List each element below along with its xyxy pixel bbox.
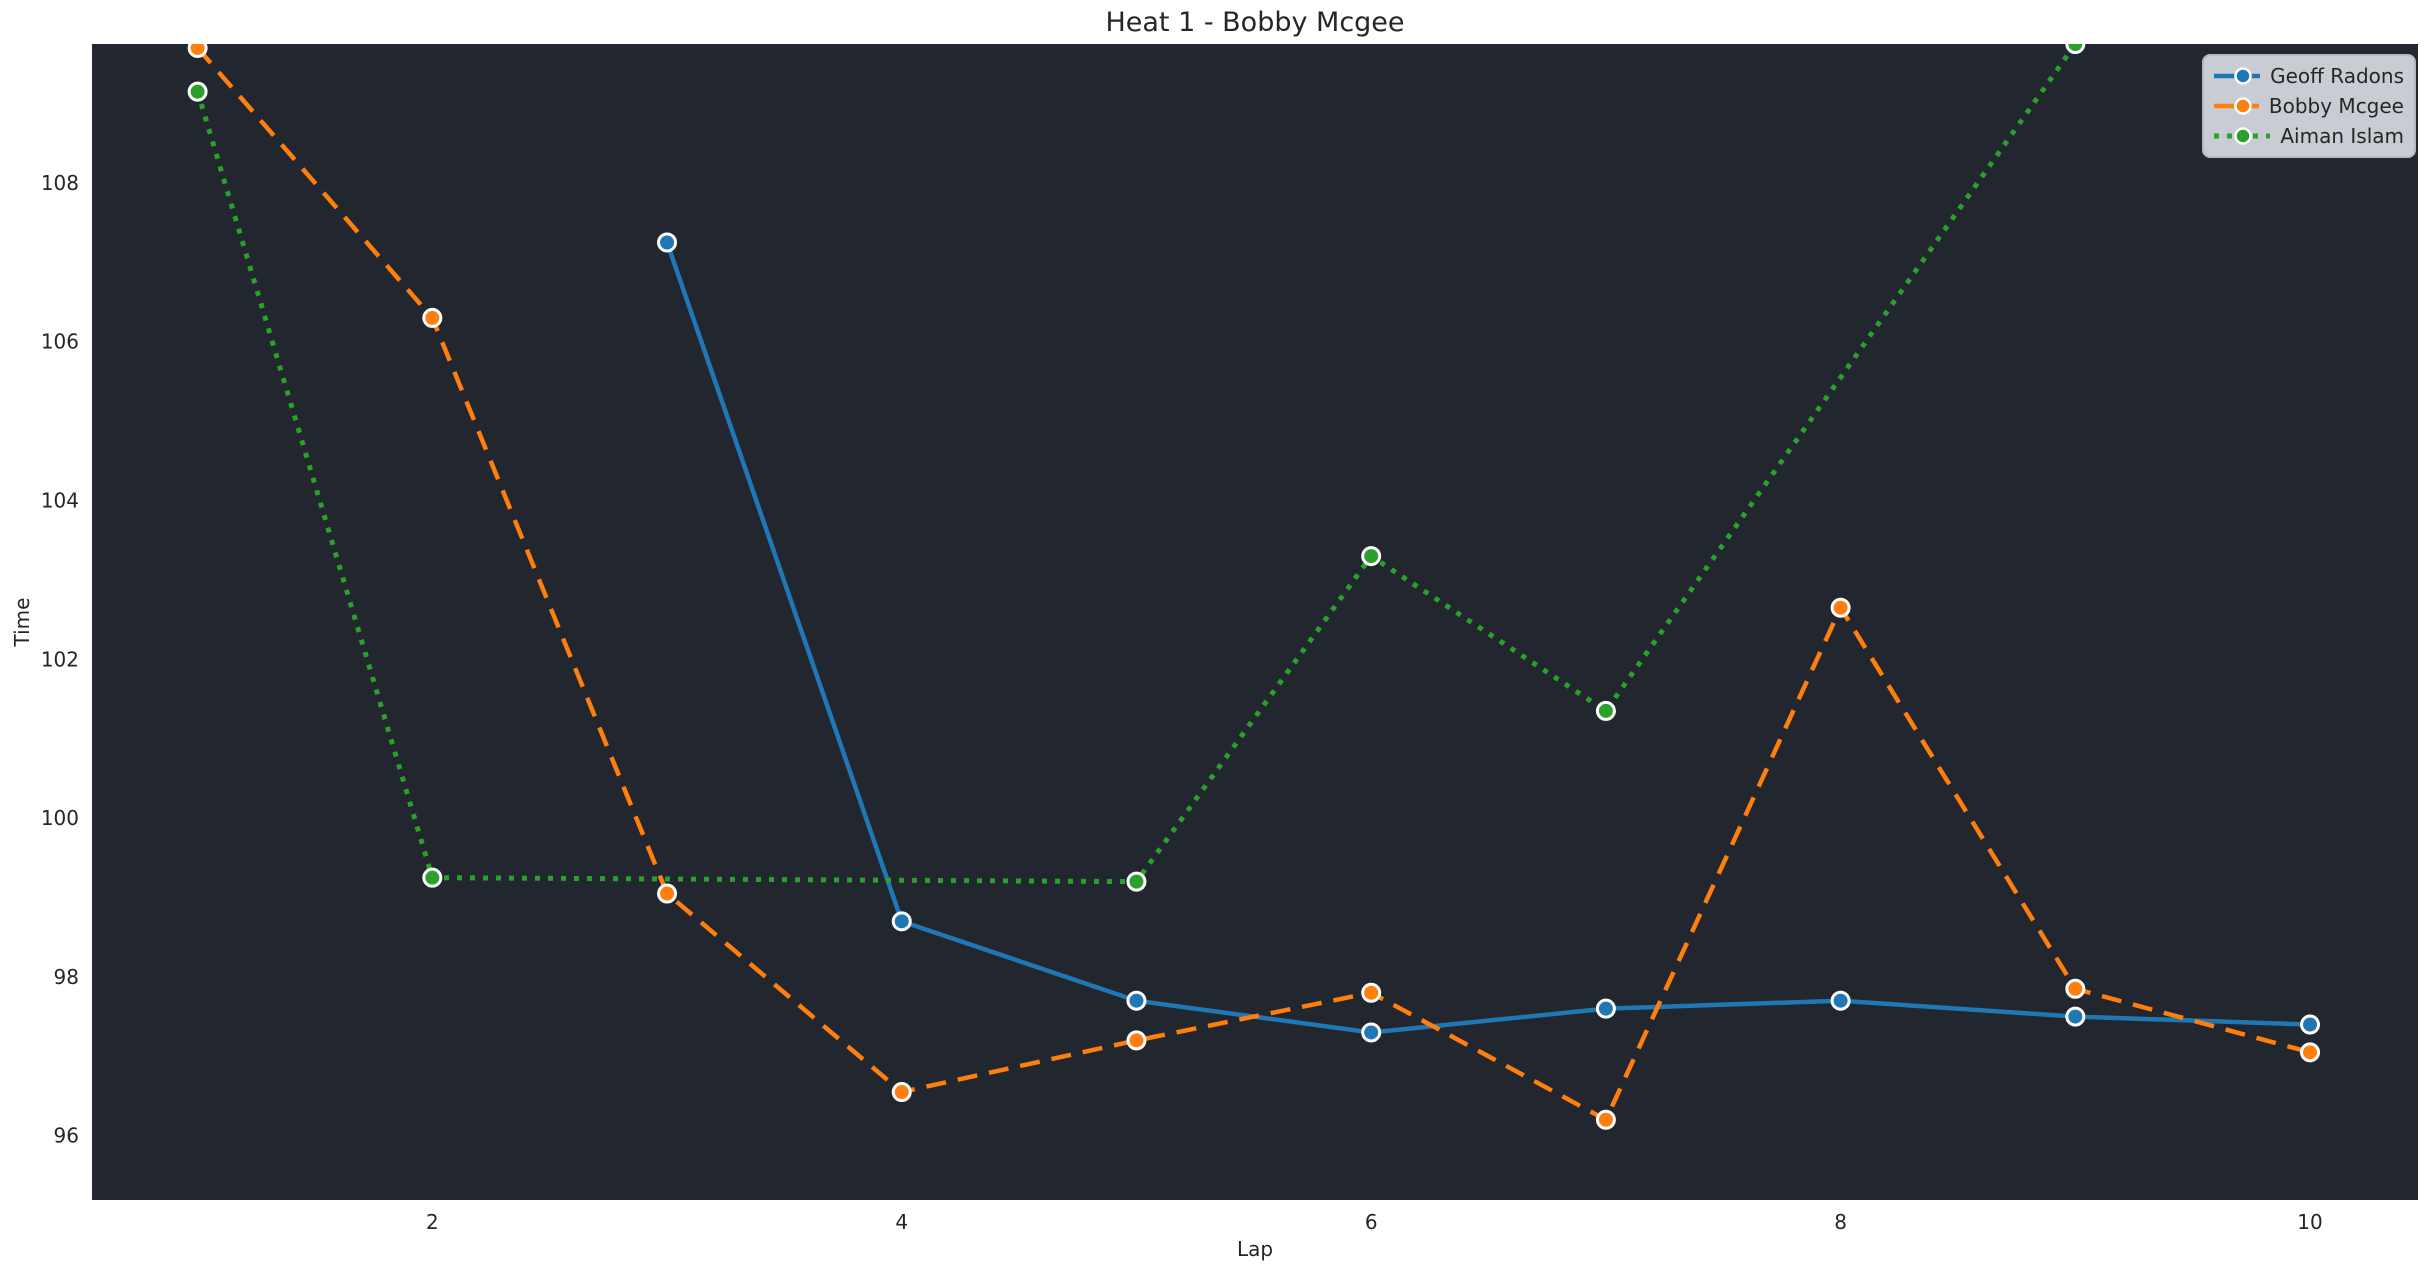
data-point-marker bbox=[1830, 990, 1851, 1011]
legend-label: Geoff Radons bbox=[2270, 64, 2404, 88]
data-point-marker bbox=[1126, 871, 1147, 892]
series-bobby-mcgee bbox=[187, 44, 2321, 1130]
y-tick-label: 98 bbox=[54, 965, 79, 989]
data-point-marker bbox=[1595, 700, 1616, 721]
series-line-1 bbox=[195, 46, 2311, 1123]
data-point-marker bbox=[1595, 1109, 1616, 1130]
data-point-marker bbox=[2065, 978, 2086, 999]
plot-area bbox=[92, 44, 2418, 1200]
y-axis-label: Time bbox=[10, 597, 34, 647]
legend-item-geoff-radons: Geoff Radons bbox=[2212, 61, 2404, 91]
x-tick-label: 8 bbox=[1834, 1210, 1847, 1234]
data-point-marker bbox=[1361, 982, 1382, 1003]
y-tick-label: 108 bbox=[41, 171, 79, 195]
x-axis-label: Lap bbox=[1236, 1237, 1274, 1261]
y-tick-label: 106 bbox=[41, 330, 79, 354]
data-point-marker bbox=[2300, 1042, 2321, 1063]
legend-label: Bobby Mcgee bbox=[2268, 94, 2404, 118]
legend: Geoff Radons Bobby Mcgee Aiman Islam bbox=[2202, 54, 2416, 158]
legend-label: Aiman Islam bbox=[2280, 124, 2404, 148]
data-point-marker bbox=[1126, 990, 1147, 1011]
legend-item-bobby-mcgee: Bobby Mcgee bbox=[2212, 91, 2404, 121]
data-point-marker bbox=[1126, 1030, 1147, 1051]
data-point-marker bbox=[891, 1082, 912, 1103]
chart-title: Heat 1 - Bobby Mcgee bbox=[1105, 7, 1405, 38]
data-point-marker bbox=[657, 232, 678, 253]
data-point-marker bbox=[187, 44, 208, 58]
series-aiman-islam bbox=[187, 44, 2086, 892]
x-tick-label: 2 bbox=[426, 1210, 439, 1234]
x-tick-label: 4 bbox=[895, 1210, 908, 1234]
y-tick-label: 100 bbox=[41, 806, 79, 830]
data-point-marker bbox=[2065, 1006, 2086, 1027]
data-point-marker bbox=[1361, 1022, 1382, 1043]
data-point-marker bbox=[2300, 1014, 2321, 1035]
series-geoff-radons bbox=[657, 232, 2321, 1043]
series-line-2 bbox=[195, 44, 2078, 885]
y-tick-label: 102 bbox=[41, 647, 79, 671]
data-point-marker bbox=[2065, 44, 2086, 54]
y-tick-label: 104 bbox=[41, 489, 79, 513]
data-point-marker bbox=[422, 867, 443, 888]
data-point-marker bbox=[891, 911, 912, 932]
data-point-marker bbox=[1361, 546, 1382, 567]
x-tick-label: 10 bbox=[2297, 1210, 2322, 1234]
data-point-marker bbox=[187, 81, 208, 102]
y-tick-label: 96 bbox=[54, 1124, 79, 1148]
data-point-marker bbox=[1830, 597, 1851, 618]
series-line-0 bbox=[664, 241, 2311, 1035]
legend-item-aiman-islam: Aiman Islam bbox=[2212, 121, 2404, 151]
data-point-marker bbox=[657, 883, 678, 904]
data-point-marker bbox=[1595, 998, 1616, 1019]
legend-line-sample bbox=[2214, 97, 2259, 115]
x-tick-label: 6 bbox=[1365, 1210, 1378, 1234]
legend-line-sample bbox=[2214, 127, 2271, 145]
legend-line-sample bbox=[2214, 67, 2261, 85]
data-point-marker bbox=[422, 307, 443, 328]
